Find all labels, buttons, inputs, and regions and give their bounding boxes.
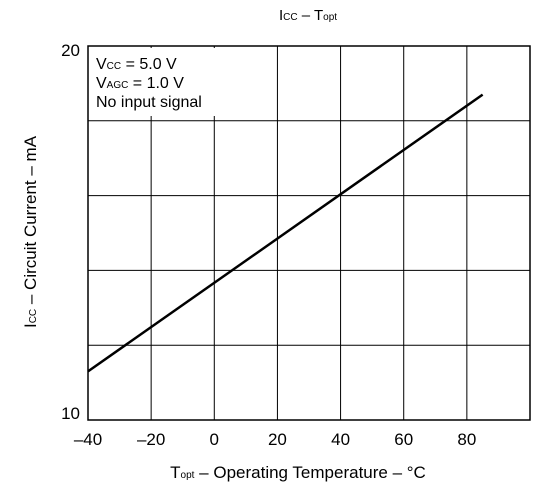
chart-title-main-sub: CC xyxy=(283,12,297,23)
y-tick-label-max: 20 xyxy=(61,41,80,60)
y-axis-label: ICC – Circuit Current – mA xyxy=(21,135,40,328)
y-tick-label-min: 10 xyxy=(61,404,80,423)
chart-title-main: I xyxy=(279,7,283,24)
annotation-no-input-signal: No input signal xyxy=(96,94,202,111)
annotation-background xyxy=(90,48,240,116)
x-tick-label-4: 40 xyxy=(331,430,350,449)
annotation-vagc: VAGC = 1.0 V xyxy=(96,75,184,92)
x-tick-label-3: 20 xyxy=(268,430,287,449)
x-axis-label: Topt – Operating Temperature – °C xyxy=(170,463,426,482)
annotation-box: VCC = 5.0 V VAGC = 1.0 V No input signal xyxy=(90,48,240,116)
x-tick-label-2: 0 xyxy=(210,430,219,449)
chart-title-dash-sub: opt xyxy=(323,12,337,23)
plot-frame xyxy=(87,45,531,421)
series-layer xyxy=(87,93,484,373)
annotation-vcc: VCC = 5.0 V xyxy=(96,56,177,73)
grid xyxy=(88,46,530,420)
x-tick-label-0: –40 xyxy=(74,430,102,449)
x-tick-labels: –40 –20 0 20 40 60 80 xyxy=(74,430,477,449)
series-line-0 xyxy=(87,93,484,373)
x-tick-label-5: 60 xyxy=(394,430,413,449)
x-tick-label-6: 80 xyxy=(457,430,476,449)
chart-title-dash: – T xyxy=(298,7,324,24)
x-tick-label-1: –20 xyxy=(137,430,165,449)
chart-title: ICC – Topt xyxy=(279,7,337,24)
